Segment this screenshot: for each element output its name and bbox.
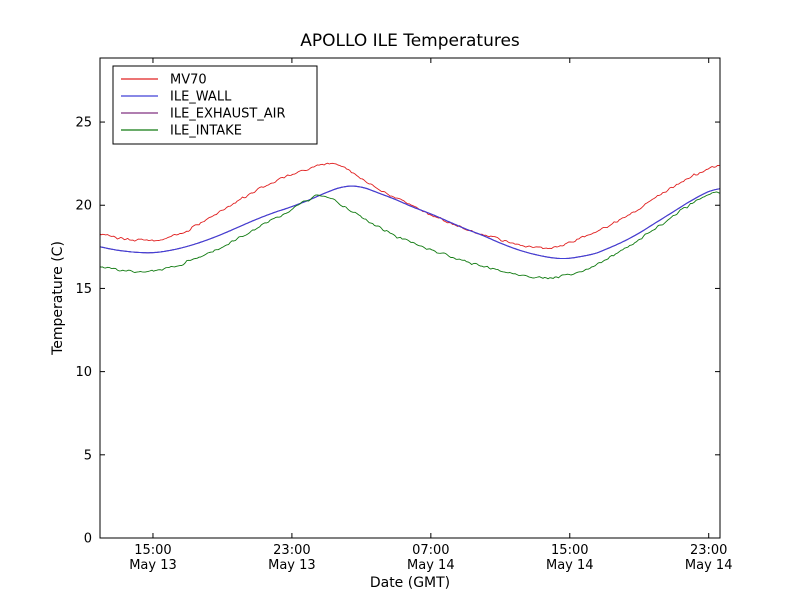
y-tick-label: 20 — [75, 199, 92, 214]
x-tick-time-label: 15:00 — [134, 543, 171, 558]
legend-item-MV70: MV70 — [121, 73, 207, 88]
y-axis-label: Temperature (C) — [50, 241, 66, 356]
x-tick-time-label: 15:00 — [551, 543, 588, 558]
legend-label: MV70 — [170, 73, 207, 88]
x-tick-date-label: May 14 — [546, 558, 594, 573]
chart-title: APOLLO ILE Temperatures — [300, 31, 520, 51]
x-tick-time-label: 07:00 — [412, 543, 449, 558]
legend-item-ILE_WALL: ILE_WALL — [121, 90, 232, 105]
series-line-MV70 — [100, 162, 720, 250]
series-line-ILE_INTAKE — [100, 191, 720, 280]
x-tick-date-label: May 14 — [407, 558, 455, 573]
y-tick-label: 5 — [84, 448, 92, 463]
x-tick-date-label: May 13 — [268, 558, 316, 573]
y-tick-label: 10 — [75, 365, 92, 380]
legend-label: ILE_INTAKE — [170, 124, 242, 139]
axis-ticks — [100, 58, 720, 539]
x-tick-time-label: 23:00 — [690, 543, 727, 558]
x-tick-date-label: May 13 — [129, 558, 177, 573]
legend: MV70 ILE_WALL ILE_EXHAUST_AIR ILE_INTAKE — [112, 65, 318, 145]
y-tick-label: 25 — [75, 116, 92, 131]
legend-label: ILE_EXHAUST_AIR — [170, 107, 286, 122]
x-axis-label: Date (GMT) — [370, 575, 450, 591]
legend-item-ILE_INTAKE: ILE_INTAKE — [121, 124, 242, 139]
x-tick-date-label: May 14 — [685, 558, 733, 573]
y-tick-label: 15 — [75, 282, 92, 297]
plot-curves — [100, 162, 720, 280]
legend-label: ILE_WALL — [170, 90, 232, 105]
series-line-ILE_WALL — [100, 185, 720, 260]
legend-item-ILE_EXHAUST_AIR: ILE_EXHAUST_AIR — [121, 107, 286, 122]
plot-border — [99, 57, 721, 539]
y-tick-label: 0 — [84, 532, 92, 547]
x-tick-time-label: 23:00 — [273, 543, 310, 558]
